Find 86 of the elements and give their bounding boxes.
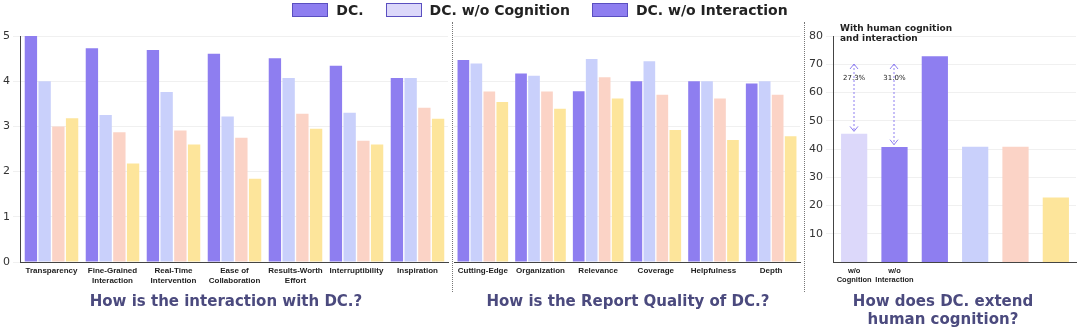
y-tick-label: 80 <box>809 28 823 42</box>
x-tick-label: Inspiration <box>397 266 439 275</box>
legend-label: DC. w/o Cognition <box>429 2 570 18</box>
bar <box>598 77 611 262</box>
bar <box>329 65 343 262</box>
bar <box>404 78 417 262</box>
bar <box>296 113 309 262</box>
bar <box>727 139 739 262</box>
bar <box>357 140 370 262</box>
bar <box>470 63 483 262</box>
bar <box>370 144 384 262</box>
y-tick-label: 20 <box>809 198 823 212</box>
bar <box>343 112 356 262</box>
bar <box>771 94 784 262</box>
x-tick-label: Coverage <box>637 266 675 275</box>
bar <box>113 132 126 262</box>
bar <box>656 94 669 262</box>
bar <box>418 107 431 262</box>
x-tick-label: Transparency <box>25 266 79 275</box>
text: How is the Report Quality of DC.? <box>485 292 771 310</box>
x-tick-label: Organization <box>516 266 566 275</box>
legend-label: DC. <box>336 2 364 18</box>
bar <box>701 81 713 262</box>
bar <box>221 116 234 262</box>
x-tick-label: Interruptibility <box>329 266 384 275</box>
y-tick-label: 10 <box>809 226 823 240</box>
legend-label: DC. w/o Interaction <box>635 2 788 18</box>
bar <box>688 81 700 262</box>
bar <box>496 101 509 262</box>
bar <box>160 92 173 262</box>
y-tick-label: 70 <box>809 57 823 71</box>
bar <box>541 91 553 262</box>
bar <box>528 75 540 262</box>
x-tick-label: Helpfulness <box>690 266 737 275</box>
x-tick-label: Fine-Grained Interaction <box>87 266 138 285</box>
bar <box>99 115 112 262</box>
bar <box>611 98 624 262</box>
bar <box>515 73 527 262</box>
bar <box>126 163 140 262</box>
bar <box>758 81 771 262</box>
bar <box>65 118 79 262</box>
y-tick-label: 4 <box>3 74 10 88</box>
bar <box>457 59 470 262</box>
bar <box>431 118 445 262</box>
bar <box>309 128 323 262</box>
bar <box>669 130 682 262</box>
bar <box>643 61 656 262</box>
text: How does DC. extend human cognition? <box>851 292 1035 328</box>
annotation: With human cognition and interaction <box>840 22 953 43</box>
y-tick-label: 3 <box>3 119 10 133</box>
bar <box>572 91 585 262</box>
x-tick-label: Real-Time Intervention <box>150 266 197 285</box>
bar <box>630 81 643 262</box>
bar <box>745 83 758 262</box>
bar <box>483 91 496 262</box>
bar <box>146 50 160 262</box>
bar <box>174 130 187 262</box>
bar <box>207 53 221 262</box>
bar <box>784 136 797 262</box>
y-tick-label: 40 <box>809 141 823 155</box>
bar <box>248 178 262 262</box>
y-tick-label: 60 <box>809 85 823 99</box>
bar <box>585 59 598 262</box>
x-tick-label: Ease of Collaboration <box>208 266 261 285</box>
x-tick-label: Results-Worth Effort <box>268 266 323 285</box>
bar <box>390 78 404 262</box>
x-tick-label: Relevance <box>578 266 619 275</box>
bar <box>52 126 65 262</box>
x-tick-label: Cutting-Edge <box>457 266 509 275</box>
bar <box>85 48 99 262</box>
x-tick-label: Depth <box>759 266 783 275</box>
bar <box>554 108 566 262</box>
bar <box>268 58 282 262</box>
y-tick-label: 50 <box>809 113 823 127</box>
bar <box>714 98 726 262</box>
y-tick-label: 1 <box>3 209 10 223</box>
bar <box>38 81 51 262</box>
y-tick-label: 5 <box>3 28 10 42</box>
bar <box>24 36 38 262</box>
y-tick-label: 2 <box>3 164 10 178</box>
y-tick-label: 30 <box>809 170 823 184</box>
text: How is the interaction with DC.? <box>88 292 364 310</box>
bar <box>282 78 295 262</box>
bar <box>235 137 248 262</box>
y-tick-label: 0 <box>3 254 10 268</box>
bar <box>187 144 201 262</box>
